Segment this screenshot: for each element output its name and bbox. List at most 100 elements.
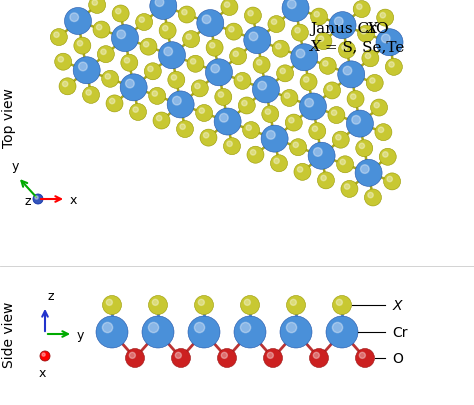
- Circle shape: [194, 296, 213, 315]
- Circle shape: [159, 23, 176, 40]
- Circle shape: [366, 75, 383, 92]
- Circle shape: [33, 194, 43, 205]
- Circle shape: [171, 76, 177, 81]
- Text: O: O: [392, 351, 403, 365]
- Circle shape: [148, 323, 159, 333]
- Circle shape: [290, 300, 296, 306]
- Circle shape: [150, 0, 177, 20]
- Circle shape: [133, 108, 138, 113]
- Circle shape: [312, 127, 318, 132]
- Circle shape: [356, 5, 362, 11]
- Circle shape: [362, 51, 379, 68]
- Circle shape: [323, 62, 328, 67]
- Circle shape: [379, 149, 396, 166]
- Text: = S, Se,Te: = S, Se,Te: [320, 40, 404, 54]
- Circle shape: [97, 47, 114, 64]
- Circle shape: [242, 101, 247, 107]
- Circle shape: [292, 25, 309, 42]
- Circle shape: [55, 54, 72, 71]
- Circle shape: [121, 55, 138, 72]
- Circle shape: [176, 121, 193, 138]
- Circle shape: [155, 0, 164, 7]
- Circle shape: [296, 50, 305, 59]
- Circle shape: [210, 43, 215, 49]
- Circle shape: [124, 58, 130, 64]
- Circle shape: [173, 97, 181, 106]
- Circle shape: [353, 2, 370, 19]
- Circle shape: [218, 93, 224, 98]
- Circle shape: [359, 352, 365, 358]
- Circle shape: [221, 0, 238, 17]
- Circle shape: [289, 118, 294, 124]
- Circle shape: [336, 135, 341, 141]
- Circle shape: [102, 71, 118, 88]
- Circle shape: [253, 77, 280, 104]
- Circle shape: [261, 126, 288, 153]
- Circle shape: [248, 11, 253, 17]
- Circle shape: [96, 316, 128, 348]
- Circle shape: [105, 75, 110, 80]
- Circle shape: [256, 60, 262, 66]
- Circle shape: [198, 300, 204, 306]
- Circle shape: [314, 13, 319, 18]
- Circle shape: [221, 352, 228, 358]
- Circle shape: [120, 75, 147, 102]
- Circle shape: [237, 77, 243, 82]
- Circle shape: [344, 184, 350, 190]
- Circle shape: [375, 124, 392, 141]
- Circle shape: [158, 43, 185, 70]
- Circle shape: [346, 111, 374, 138]
- Circle shape: [293, 143, 299, 148]
- Circle shape: [341, 181, 358, 198]
- Circle shape: [243, 122, 260, 139]
- Circle shape: [59, 79, 76, 96]
- Text: y: y: [77, 329, 84, 342]
- Circle shape: [35, 196, 38, 200]
- Circle shape: [214, 109, 241, 136]
- Text: x: x: [70, 194, 77, 207]
- Circle shape: [187, 56, 204, 73]
- Circle shape: [267, 352, 273, 358]
- Circle shape: [280, 69, 285, 75]
- Circle shape: [338, 42, 356, 59]
- Circle shape: [285, 115, 302, 132]
- Circle shape: [202, 16, 211, 25]
- Circle shape: [258, 82, 266, 91]
- Text: Janus Cr: Janus Cr: [310, 22, 376, 36]
- Circle shape: [357, 26, 374, 43]
- Circle shape: [342, 45, 347, 51]
- Circle shape: [199, 109, 204, 114]
- Circle shape: [376, 30, 403, 57]
- Circle shape: [153, 113, 170, 130]
- Circle shape: [290, 139, 307, 156]
- Circle shape: [126, 80, 134, 89]
- Circle shape: [280, 316, 312, 348]
- Text: $X$: $X$: [392, 298, 404, 312]
- Circle shape: [281, 90, 298, 107]
- Circle shape: [382, 35, 390, 44]
- Circle shape: [356, 349, 374, 368]
- Circle shape: [361, 165, 369, 174]
- Circle shape: [327, 86, 332, 92]
- Circle shape: [365, 54, 371, 60]
- Circle shape: [102, 296, 121, 315]
- Circle shape: [148, 296, 167, 315]
- Text: z: z: [25, 195, 31, 208]
- Circle shape: [276, 45, 281, 50]
- Text: x: x: [38, 366, 46, 379]
- Circle shape: [188, 316, 220, 348]
- Circle shape: [253, 57, 270, 74]
- Circle shape: [142, 316, 174, 348]
- Text: z: z: [47, 289, 54, 302]
- Circle shape: [343, 67, 352, 76]
- Circle shape: [368, 193, 373, 198]
- Circle shape: [164, 48, 173, 57]
- Circle shape: [106, 300, 112, 306]
- Circle shape: [250, 150, 256, 156]
- Circle shape: [266, 131, 275, 140]
- Circle shape: [268, 17, 285, 34]
- Circle shape: [277, 66, 293, 83]
- Circle shape: [152, 300, 158, 306]
- Circle shape: [229, 49, 246, 66]
- Circle shape: [331, 111, 337, 116]
